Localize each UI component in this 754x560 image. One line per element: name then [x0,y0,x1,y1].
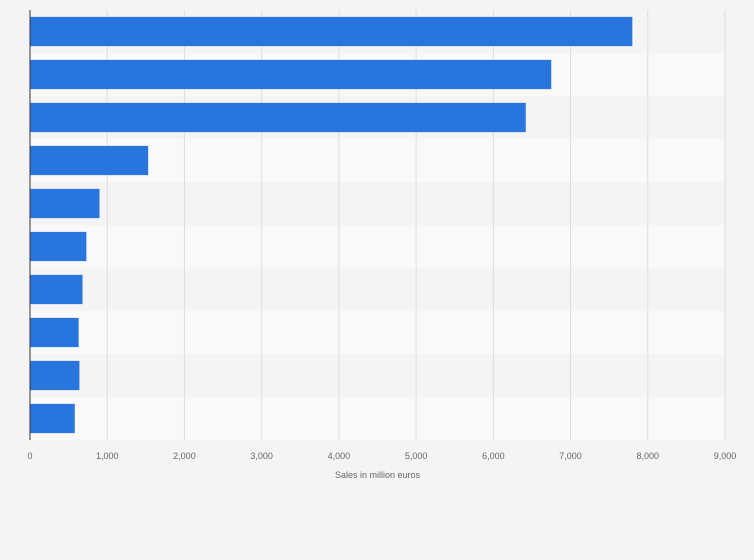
x-tick-label: 2,000 [173,451,196,461]
bar[interactable] [30,102,526,133]
row-band [30,268,725,311]
bar[interactable] [30,16,633,47]
bars [30,16,633,434]
bar[interactable] [30,274,83,305]
bar[interactable] [30,231,87,262]
bar[interactable] [30,317,79,348]
bar[interactable] [30,59,552,90]
x-axis-title: Sales in million euros [335,470,421,480]
row-band [30,354,725,397]
x-tick-label: 5,000 [405,451,428,461]
x-tick-label: 6,000 [482,451,505,461]
x-tick-label: 0 [27,451,32,461]
x-tick-label: 7,000 [559,451,582,461]
x-tick-label: 1,000 [96,451,119,461]
x-tick-label: 9,000 [714,451,737,461]
x-tick-label: 4,000 [328,451,351,461]
bar[interactable] [30,145,149,176]
x-tick-label: 8,000 [637,451,660,461]
bar[interactable] [30,403,75,434]
row-band [30,182,725,225]
row-band [30,225,725,268]
row-band [30,397,725,440]
row-band [30,311,725,354]
x-tick-labels: 0 1,000 2,000 3,000 4,000 5,000 6,000 7,000 8,00… [27,451,736,461]
row-bands [30,10,725,440]
bar[interactable] [30,360,80,391]
x-tick-label: 3,000 [250,451,273,461]
bar[interactable] [30,188,100,219]
